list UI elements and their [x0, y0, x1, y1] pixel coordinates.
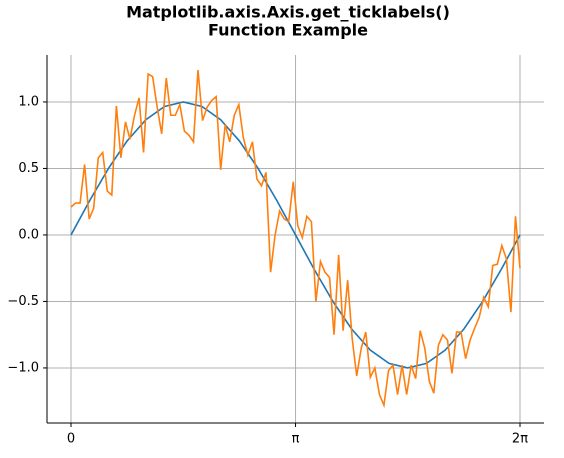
data-line — [70, 69, 521, 409]
x-tick-label: 2π — [512, 432, 528, 447]
y-tick-label: 1.0 — [18, 94, 39, 109]
x-tick-label: π — [292, 432, 300, 447]
x-tick-label: 0 — [67, 432, 75, 447]
chart-title: Matplotlib.axis.Axis.get_ticklabels() — [126, 3, 450, 22]
y-tick-label: −0.5 — [7, 294, 39, 309]
y-tick-label: 0.0 — [18, 227, 39, 242]
y-tick-label: −1.0 — [7, 360, 39, 375]
y-tick-label: 0.5 — [18, 161, 39, 176]
chart-title: Function Example — [208, 21, 368, 40]
